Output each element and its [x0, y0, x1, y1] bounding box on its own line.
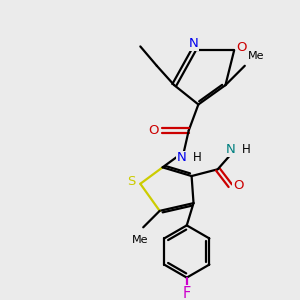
Text: N: N: [225, 143, 235, 156]
Text: N: N: [189, 37, 198, 50]
Text: Me: Me: [132, 235, 148, 245]
Text: O: O: [148, 124, 159, 137]
Text: Me: Me: [248, 51, 264, 61]
Text: O: O: [237, 41, 247, 54]
Text: O: O: [233, 179, 243, 192]
Text: S: S: [128, 176, 136, 188]
Text: N: N: [177, 151, 187, 164]
Text: H: H: [242, 143, 250, 156]
Text: H: H: [193, 151, 201, 164]
Text: F: F: [183, 286, 191, 300]
